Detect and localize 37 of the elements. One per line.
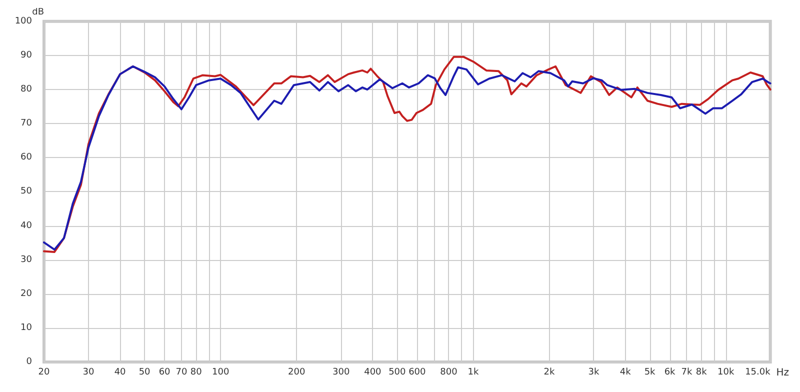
x-tick-label: 30 bbox=[82, 368, 94, 378]
x-tick-label: 20 bbox=[38, 368, 50, 378]
y-tick-label: 50 bbox=[20, 186, 32, 197]
x-tick-label: 300 bbox=[332, 368, 350, 378]
y-axis-title: dB bbox=[32, 8, 44, 18]
y-tick-label: 20 bbox=[20, 288, 32, 299]
x-tick-label: 6k bbox=[664, 368, 676, 378]
x-axis-title: Hz bbox=[776, 368, 790, 378]
x-tick-label: 200 bbox=[288, 368, 306, 378]
y-tick-label: 10 bbox=[20, 322, 32, 333]
y-tick-label: 100 bbox=[14, 16, 32, 26]
x-tick-label: 5k bbox=[644, 368, 656, 378]
x-tick-label: 15.0k bbox=[745, 368, 772, 378]
x-tick-label: 2k bbox=[544, 368, 556, 378]
x-tick-label: 100 bbox=[212, 368, 230, 378]
x-tick-label: 1k bbox=[468, 368, 480, 378]
y-tick-label: 80 bbox=[20, 84, 32, 95]
x-tick-label: 8k bbox=[696, 368, 708, 378]
x-tick-label: 800 bbox=[440, 368, 458, 378]
x-tick-label: 10k bbox=[718, 368, 735, 378]
x-tick-label: 3k bbox=[588, 368, 600, 378]
x-tick-label: 80 bbox=[190, 368, 202, 378]
y-tick-label: 0 bbox=[26, 357, 32, 367]
x-tick-label: 60 bbox=[158, 368, 171, 378]
x-tick-label: 50 bbox=[138, 368, 151, 378]
y-tick-label: 70 bbox=[20, 118, 32, 129]
y-tick-label: 40 bbox=[20, 220, 32, 231]
y-tick-label: 30 bbox=[20, 254, 32, 265]
x-tick-label: 40 bbox=[114, 368, 126, 378]
x-tick-label: 600 bbox=[408, 368, 426, 378]
x-tick-label: 500 bbox=[388, 368, 406, 378]
x-tick-label: 4k bbox=[620, 368, 632, 378]
y-tick-label: 90 bbox=[20, 50, 32, 60]
x-tick-label: 400 bbox=[364, 368, 382, 378]
x-tick-label: 7k bbox=[681, 368, 693, 378]
x-tick-label: 70 bbox=[176, 368, 188, 378]
y-tick-label: 60 bbox=[20, 152, 32, 163]
